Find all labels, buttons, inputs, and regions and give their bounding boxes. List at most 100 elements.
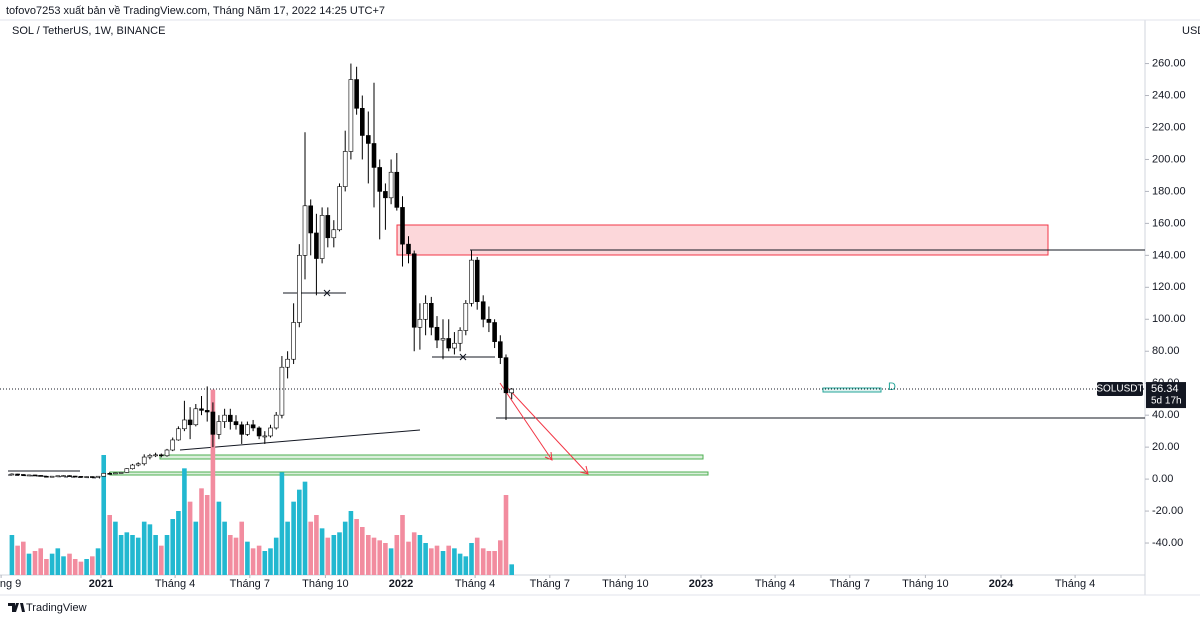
volume-bar: [61, 556, 66, 575]
candle-body: [360, 108, 365, 136]
y-tick-label: 240.00: [1152, 89, 1186, 101]
candle-body: [113, 472, 118, 475]
volume-bar: [44, 559, 49, 575]
candle-body: [383, 191, 388, 199]
volume-bar: [273, 537, 279, 575]
candle-body: [434, 326, 440, 341]
volume-bar: [279, 472, 285, 575]
volume-bar: [170, 519, 176, 575]
candle-body: [297, 255, 302, 323]
y-tick-label: 100.00: [1152, 313, 1186, 325]
candle-body: [366, 135, 371, 144]
volume-bar: [245, 541, 250, 575]
volume-bar: [159, 545, 164, 575]
x-tick-label: 2022: [389, 578, 413, 590]
candle-body: [325, 215, 331, 239]
cross-marker: [459, 353, 467, 361]
publisher: tofovo7253 xuất bản về TradingView.com, …: [6, 5, 385, 17]
volume-bar: [176, 511, 181, 575]
volume-bar: [319, 528, 325, 575]
y-tick-label: 20.00: [1152, 441, 1180, 453]
candle-body: [210, 411, 216, 435]
candle-body: [503, 357, 509, 394]
volume-bar: [182, 468, 187, 575]
candle-body: [176, 428, 181, 441]
volume-bar: [302, 481, 308, 575]
candle-body: [9, 473, 15, 476]
candle-body: [72, 475, 78, 478]
candle-body: [159, 454, 164, 457]
candle-body: [44, 475, 49, 478]
candle-body: [130, 464, 135, 470]
symbol-tag: [1097, 382, 1143, 397]
candle-body: [354, 79, 359, 109]
volume-bar: [239, 521, 245, 575]
y-tick-label: 180.00: [1152, 185, 1186, 197]
volume-bar: [153, 535, 158, 575]
candle-body: [233, 421, 239, 426]
volume-bar: [72, 559, 78, 575]
candle-body: [32, 474, 38, 477]
candle-body: [38, 475, 44, 477]
volume-bar: [250, 548, 256, 575]
y-tick-label: 40.00: [1152, 409, 1180, 421]
candle-body: [164, 449, 170, 457]
candle-body: [239, 424, 245, 435]
candle-body: [135, 463, 141, 466]
volume-bar: [164, 535, 170, 575]
candle-body: [480, 301, 486, 320]
candle-body: [204, 410, 210, 413]
volume-bar: [509, 564, 515, 575]
y-tick-label: 260.00: [1152, 57, 1186, 69]
volume-bar: [400, 515, 405, 575]
volume-bar: [308, 521, 314, 575]
candle-body: [400, 207, 405, 245]
candle-body: [228, 414, 233, 422]
candle-body: [371, 143, 377, 168]
volume-bar: [417, 535, 423, 575]
volume-bar: [360, 527, 365, 575]
drawing-label: D: [888, 381, 896, 393]
candle-body: [245, 424, 250, 435]
volume-bar: [67, 553, 72, 575]
candle-body: [55, 475, 61, 478]
candle-body: [469, 259, 474, 304]
volume-bar: [388, 548, 394, 575]
volume-bar: [325, 537, 331, 575]
x-tick-label: Tháng 4: [1055, 578, 1095, 590]
volume-bar: [474, 537, 480, 575]
candle-body: [342, 151, 348, 187]
price-tag-value: 56.34: [1151, 383, 1179, 395]
volume-bar: [446, 545, 452, 575]
volume-bar: [55, 548, 61, 575]
candle-body: [61, 475, 66, 477]
x-tick-label: Tháng 4: [455, 578, 495, 590]
candle-body: [78, 476, 84, 478]
x-tick-label: Tháng 4: [155, 578, 195, 590]
volume-bar: [394, 535, 400, 575]
volume-bar: [337, 532, 342, 575]
volume-bar: [423, 543, 428, 575]
candle-body: [84, 476, 89, 478]
volume-bar: [411, 532, 417, 575]
x-tick-label: Tháng 10: [302, 578, 348, 590]
drawing-box: [822, 387, 882, 393]
candle-body: [21, 474, 26, 476]
volume-bar: [95, 548, 101, 575]
y-tick-label: 0.00: [1152, 473, 1173, 485]
candle-body: [262, 435, 268, 438]
volume-bar: [204, 495, 210, 575]
volume-bar: [268, 548, 273, 575]
candle-body: [446, 338, 452, 349]
volume-bar: [147, 524, 153, 575]
volume-bar: [26, 553, 32, 575]
volume-bar: [331, 535, 337, 575]
candle-body: [302, 205, 308, 256]
arrow: [499, 382, 553, 461]
volume-bar: [90, 556, 95, 575]
y-tick-label: -40.00: [1152, 537, 1183, 549]
candle-body: [26, 474, 32, 477]
volume-bar: [124, 532, 130, 575]
candle-body: [141, 456, 147, 465]
candle-body: [319, 215, 325, 259]
